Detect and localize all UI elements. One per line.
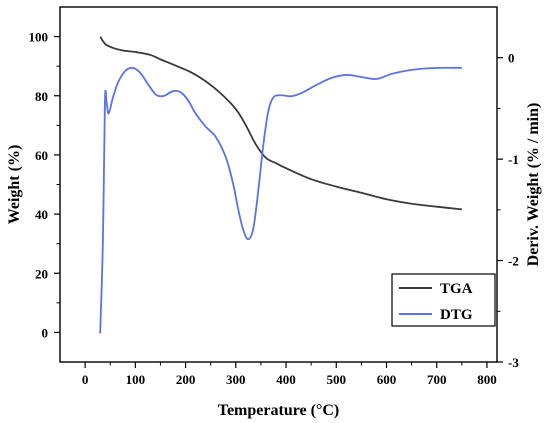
y-tick-label: 100 — [29, 30, 49, 45]
x-tick-label: 300 — [226, 372, 246, 387]
legend-label-dtg: DTG — [440, 307, 473, 323]
x-tick-label: 700 — [427, 372, 447, 387]
y2-tick-label: 0 — [508, 51, 515, 66]
x-tick-label: 100 — [126, 372, 146, 387]
y-axis-title-left: Weight (%) — [6, 145, 23, 225]
y-tick-label: 80 — [35, 89, 48, 104]
x-tick-label: 0 — [82, 372, 89, 387]
y-tick-label: 40 — [35, 207, 48, 222]
legend-box — [391, 273, 496, 327]
y-tick-label: 0 — [42, 325, 49, 340]
ticks-layer: 0 100 200 300 400 500 600 700 800 0 20 40 60 80 100 -3 -… — [29, 30, 520, 387]
x-tick-label: 500 — [327, 372, 347, 387]
y-tick-label: 60 — [35, 148, 48, 163]
y2-tick-label: -3 — [508, 355, 519, 370]
series-line-tga — [99, 36, 462, 211]
x-tick-label: 600 — [377, 372, 397, 387]
y2-tick-label: -1 — [508, 152, 519, 167]
x-tick-label: 200 — [176, 372, 196, 387]
x-axis-title: Temperature (°C) — [218, 402, 339, 419]
y-axis-title-right: Deriv. Weight (% / min) — [525, 103, 542, 267]
y2-tick-label: -2 — [508, 254, 519, 269]
y-tick-label: 20 — [35, 266, 48, 281]
series-line-dtg — [99, 66, 462, 334]
x-tick-label: 400 — [276, 372, 296, 387]
x-tick-label: 800 — [477, 372, 497, 387]
legend: TGA DTG — [391, 273, 496, 327]
legend-label-tga: TGA — [440, 281, 473, 297]
series-lines-layer — [99, 36, 462, 334]
